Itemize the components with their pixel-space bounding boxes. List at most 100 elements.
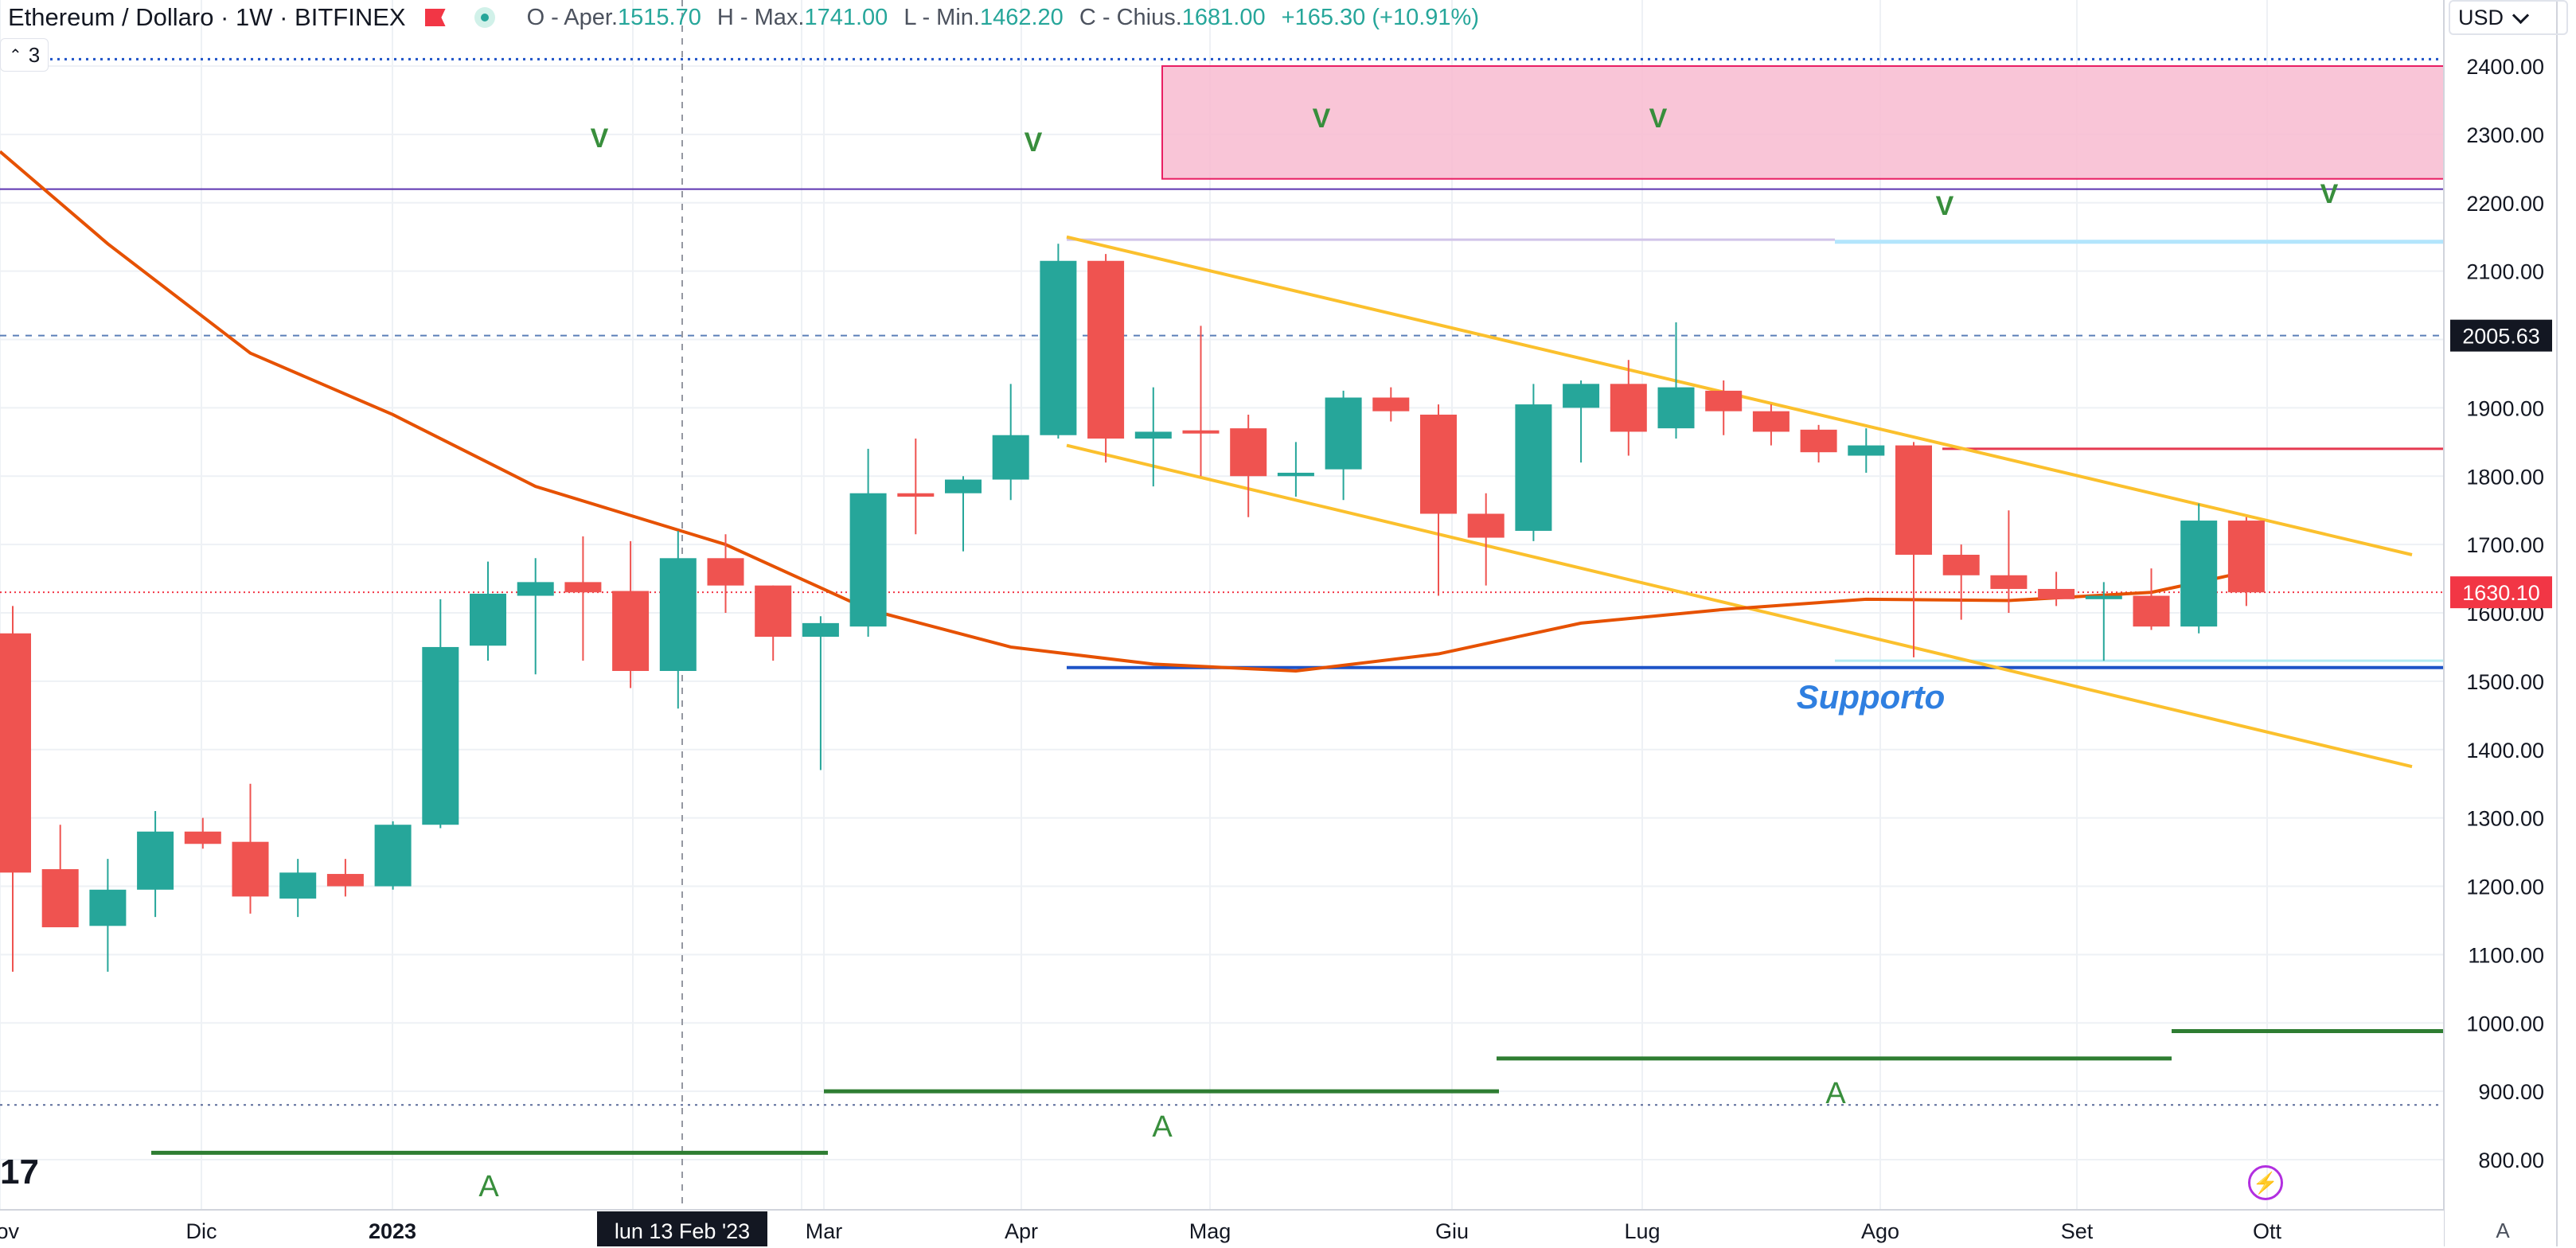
time-tick-label: Ago bbox=[1861, 1219, 1899, 1243]
candle-down bbox=[564, 582, 602, 593]
price-tick-label: 1300.00 bbox=[2466, 807, 2544, 831]
currency-select[interactable]: USD bbox=[2449, 0, 2568, 35]
indicators-toggle[interactable]: ⌃ 3 bbox=[0, 38, 49, 72]
time-tick-label: Ott bbox=[2253, 1219, 2282, 1243]
candles bbox=[0, 244, 2265, 972]
candle-down bbox=[2227, 521, 2265, 593]
price-tick-label: 1400.00 bbox=[2466, 739, 2544, 762]
price-tick-label: 1000.00 bbox=[2466, 1012, 2544, 1035]
candle-down bbox=[707, 558, 744, 586]
ohlc-legend: O - Aper.1515.70 H - Max.1741.00 L - Min… bbox=[527, 5, 1479, 31]
time-tick-label: Mag bbox=[1189, 1219, 1231, 1243]
crosshair-time-label: lun 13 Feb '23 bbox=[615, 1219, 750, 1243]
market-status-icon bbox=[474, 7, 495, 28]
price-tick-label: 800.00 bbox=[2478, 1149, 2544, 1172]
descending-channel bbox=[1066, 235, 2413, 769]
candle-up bbox=[470, 593, 506, 646]
candle-down bbox=[1610, 384, 1647, 432]
chevron-down-icon bbox=[2512, 6, 2530, 24]
time-tick-label: 2023 bbox=[369, 1219, 416, 1243]
time-tick-label: Mar bbox=[806, 1219, 843, 1243]
candle-down bbox=[755, 585, 792, 638]
high-label: H - Max. bbox=[716, 4, 805, 30]
tradingview-logo[interactable]: 17 bbox=[0, 1152, 39, 1191]
candle-down bbox=[1990, 575, 2028, 589]
flag-icon[interactable] bbox=[424, 9, 446, 26]
currency-value: USD bbox=[2458, 5, 2504, 29]
candle-up bbox=[1848, 445, 1885, 456]
marker-a: A bbox=[478, 1170, 499, 1203]
candle-down bbox=[41, 869, 79, 928]
price-tick-label: 2400.00 bbox=[2466, 55, 2544, 79]
candle-down bbox=[326, 874, 364, 887]
marker-v: V bbox=[1936, 191, 1954, 221]
candle-up bbox=[2085, 595, 2122, 599]
lightning-icon[interactable]: ⚡ bbox=[2248, 1165, 2283, 1200]
symbol-title[interactable]: Ethereum / Dollaro · 1W · BITFINEX bbox=[8, 3, 406, 31]
auto-scale-button[interactable]: A bbox=[2485, 1213, 2520, 1248]
change-value: +165.30 (+10.91%) bbox=[1281, 4, 1479, 30]
candle-down bbox=[1705, 390, 1743, 411]
channel-lower bbox=[1066, 443, 2413, 769]
candle-up bbox=[992, 435, 1029, 480]
time-axis[interactable]: Nov Dic 2023 Mar Apr Mag Giu Lug Ago Set Ott lun 13… bbox=[0, 1209, 2444, 1246]
marker-v: V bbox=[1025, 127, 1043, 158]
candle-down bbox=[1752, 411, 1790, 432]
price-tick-label: 2300.00 bbox=[2466, 123, 2544, 147]
price-tick-label: 1100.00 bbox=[2468, 943, 2544, 967]
last-price-tag bbox=[2450, 576, 2552, 609]
candle-up bbox=[945, 479, 982, 493]
time-tick-label: Apr bbox=[1005, 1219, 1038, 1243]
last-price-label: 1630.10 bbox=[2462, 581, 2540, 605]
time-tick-label: Nov bbox=[0, 1219, 20, 1243]
price-tick-label: 1800.00 bbox=[2466, 465, 2544, 489]
low-label: L - Min. bbox=[904, 4, 980, 30]
candle-down bbox=[1087, 260, 1125, 439]
open-label: O - Aper. bbox=[526, 4, 619, 30]
candle-down bbox=[1895, 445, 1932, 556]
marker-v: V bbox=[1649, 103, 1668, 134]
price-tick-label: 1900.00 bbox=[2466, 396, 2544, 420]
price-tick-label: 2100.00 bbox=[2466, 260, 2544, 284]
price-tick-label: 1700.00 bbox=[2466, 533, 2544, 557]
drawing-zones bbox=[1161, 65, 2445, 180]
price-tick-label: 1200.00 bbox=[2466, 876, 2544, 899]
grid-lines bbox=[0, 0, 2444, 1210]
price-axis[interactable]: 800.00 900.00 1000.00 1100.00 1200.00 1300.00… bbox=[2443, 0, 2576, 1246]
candle-up bbox=[802, 622, 839, 638]
marker-a: A bbox=[1152, 1110, 1173, 1144]
low-value: 1462.20 bbox=[979, 4, 1064, 30]
time-tick-label: Set bbox=[2061, 1219, 2094, 1243]
close-label: C - Chius. bbox=[1079, 4, 1182, 30]
candle-down bbox=[1230, 428, 1267, 477]
time-axis-bg bbox=[0, 1210, 2444, 1246]
candle-down bbox=[1467, 513, 1505, 538]
candle-up bbox=[517, 582, 554, 596]
time-tick-label: Lug bbox=[1624, 1219, 1660, 1243]
candle-up bbox=[1657, 387, 1695, 429]
marker-v: V bbox=[1313, 103, 1331, 134]
candle-up bbox=[1325, 397, 1362, 470]
candle-down bbox=[1420, 414, 1457, 514]
candle-up bbox=[279, 872, 317, 899]
support-label: Supporto bbox=[1797, 678, 1946, 716]
dashed-level-tag bbox=[2450, 319, 2552, 352]
candle-up bbox=[89, 889, 127, 926]
horizontal-levels bbox=[0, 57, 2444, 1155]
chevron-up-icon: ⌃ bbox=[9, 46, 22, 64]
candle-down bbox=[612, 591, 650, 671]
price-tick-label: 900.00 bbox=[2478, 1080, 2544, 1104]
candle-down bbox=[2038, 588, 2075, 599]
dashed-level-label: 2005.63 bbox=[2462, 325, 2540, 349]
close-value: 1681.00 bbox=[1181, 4, 1266, 30]
candle-up bbox=[1277, 472, 1314, 477]
candle-up bbox=[374, 825, 412, 887]
marker-v: V bbox=[2320, 179, 2339, 209]
open-value: 1515.70 bbox=[618, 4, 701, 30]
price-axis-bg bbox=[2444, 0, 2576, 1246]
candle-up bbox=[849, 493, 887, 627]
price-tick-label: 2200.00 bbox=[2466, 192, 2544, 216]
candle-down bbox=[1800, 429, 1837, 453]
resistance-zone bbox=[1161, 65, 2445, 180]
